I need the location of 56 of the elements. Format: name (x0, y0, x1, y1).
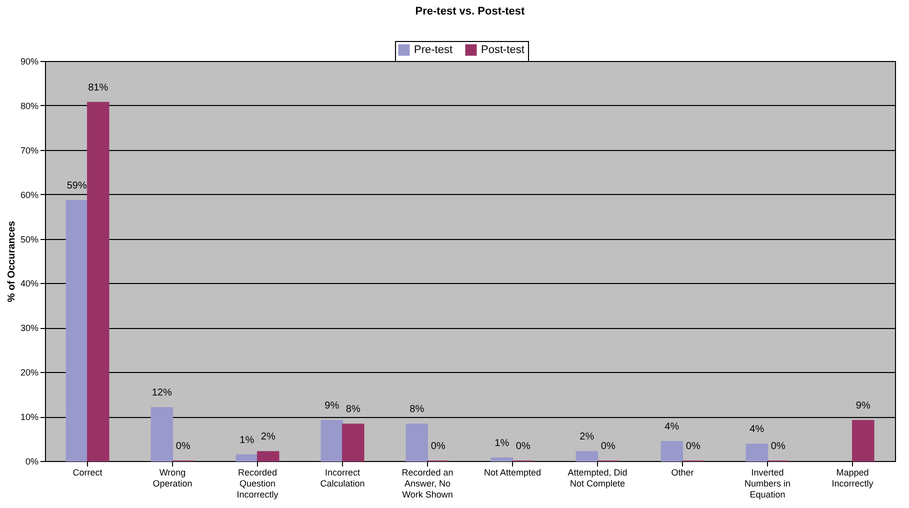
y-tick-label: 20% (20, 368, 38, 378)
data-label: 1% (240, 434, 254, 446)
x-tick-label: Recorded Question Incorrectly (236, 468, 279, 500)
data-label: 0% (600, 441, 616, 452)
data-label: 2% (260, 432, 276, 443)
y-tick-label: 10% (20, 412, 38, 422)
data-label: 59% (66, 180, 87, 192)
x-tick-label: Other (671, 468, 694, 478)
bar (150, 407, 173, 462)
chart-title: Pre-test vs. Post-test (415, 6, 526, 18)
y-axis-title: % of Occurances (6, 220, 18, 302)
data-label: 4% (664, 421, 680, 432)
data-label: 8% (410, 404, 424, 416)
bar (342, 424, 364, 462)
y-tick-label: 30% (20, 323, 38, 334)
data-label: 0% (430, 441, 446, 452)
bar (66, 200, 88, 462)
bar (660, 440, 683, 462)
data-label: 0% (516, 441, 530, 452)
x-tick-label: Recorded an Answer, No Work Shown (402, 468, 454, 500)
y-tick-label: 50% (20, 234, 38, 244)
bar (320, 420, 343, 462)
y-tick-label: 40% (20, 278, 38, 289)
legend-label: Pre-test (414, 44, 453, 56)
x-tick-label: Mapped Incorrectly (832, 468, 874, 488)
bar (490, 457, 513, 462)
data-label: 1% (494, 438, 510, 449)
legend-label: Post-test (481, 44, 524, 56)
bar (257, 451, 280, 462)
x-tick-label: Incorrect Calculation (320, 468, 365, 488)
y-tick-label: 60% (20, 190, 38, 200)
x-tick-label: Attempted, Did Not Complete (568, 468, 628, 488)
data-label: 0% (176, 441, 190, 452)
data-label: 2% (580, 432, 594, 443)
y-tick-label: 90% (20, 56, 38, 66)
x-tick-label: Not Attempted (484, 468, 542, 478)
data-label: 4% (750, 424, 764, 436)
x-tick-label: Correct (72, 468, 103, 478)
data-label: 0% (686, 441, 700, 452)
bar (406, 424, 428, 462)
y-tick-label: 70% (20, 145, 38, 156)
data-label: 12% (152, 388, 172, 399)
bar (576, 451, 598, 462)
data-label: 0% (770, 441, 786, 452)
bar (852, 420, 874, 462)
data-label: 81% (88, 82, 108, 94)
bar (87, 102, 110, 462)
data-label: 8% (346, 404, 360, 416)
bar (746, 444, 768, 462)
bar (236, 454, 258, 462)
y-tick-label: 0% (25, 456, 38, 466)
data-label: 9% (856, 400, 870, 412)
x-tick-label: Wrong Operation (152, 468, 192, 488)
y-tick-label: 80% (20, 100, 38, 111)
x-tick-label: Inverted Numbers in Equation (744, 468, 791, 500)
data-label: 9% (324, 400, 340, 412)
